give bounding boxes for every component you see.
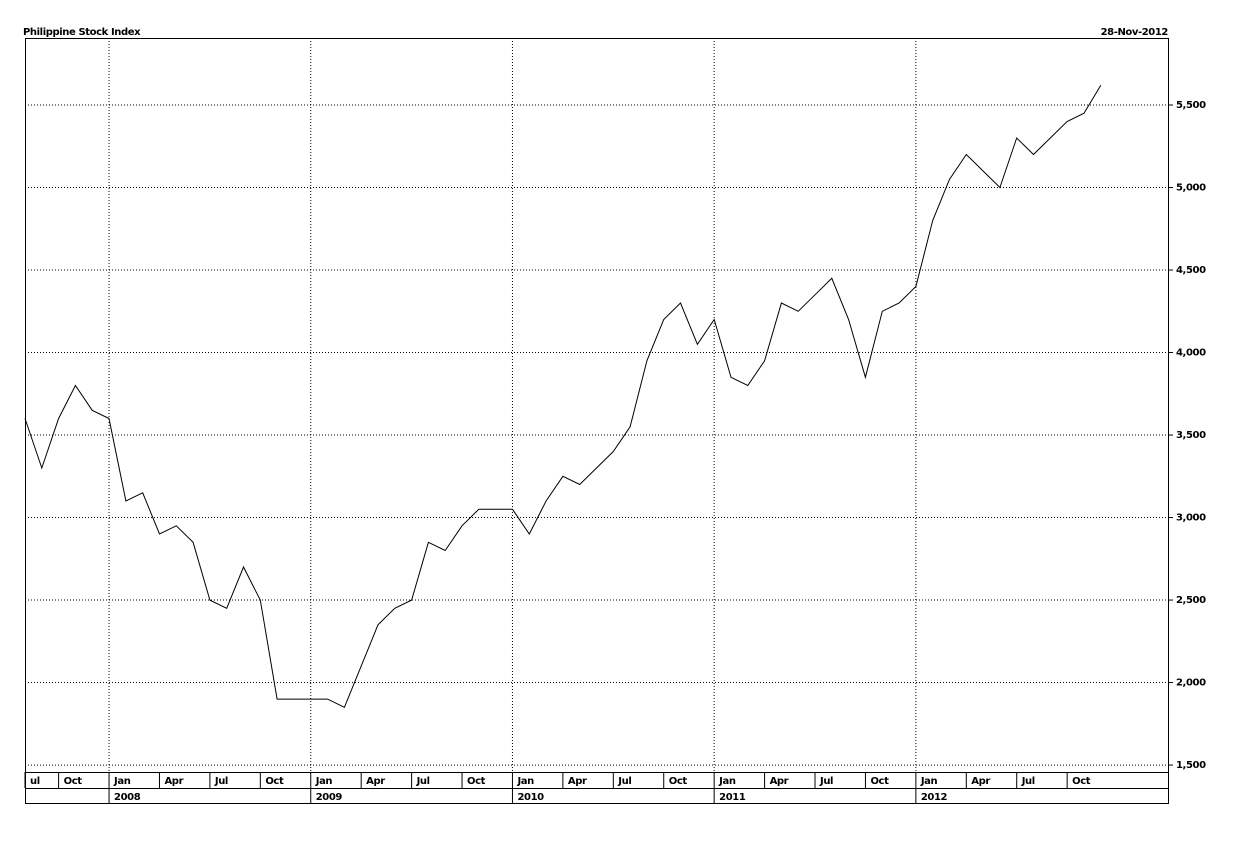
y-tick-label: 2,500 xyxy=(1176,595,1206,606)
x-tick-label: Jan xyxy=(315,776,333,787)
x-tick-label: Jul xyxy=(1021,776,1035,787)
x-tick-label: Oct xyxy=(1072,776,1091,787)
x-tick-label: Jan xyxy=(113,776,131,787)
price-line xyxy=(24,84,1102,708)
y-tick-label: 5,500 xyxy=(1176,100,1206,111)
x-tick-label: Jul xyxy=(214,776,228,787)
y-tick-label: 5,000 xyxy=(1176,183,1206,194)
x-tick-label: Jan xyxy=(920,776,938,787)
x-tick-label: Jan xyxy=(516,776,534,787)
x-tick-label: Apr xyxy=(164,776,183,787)
x-tick-label: Apr xyxy=(770,776,789,787)
chart-date: 28-Nov-2012 xyxy=(1101,27,1169,38)
y-tick-label: 3,500 xyxy=(1176,430,1206,441)
year-label: 2012 xyxy=(921,792,948,803)
year-label: 2010 xyxy=(517,792,544,803)
year-label: 2011 xyxy=(719,792,746,803)
x-tick-label: Oct xyxy=(265,776,284,787)
frame xyxy=(25,38,1169,804)
x-tick-label: Oct xyxy=(669,776,688,787)
y-tick-label: 4,000 xyxy=(1176,348,1206,359)
y-tick-label: 1,500 xyxy=(1176,760,1206,771)
y-tick-label: 2,000 xyxy=(1176,678,1206,689)
x-tick-label: Apr xyxy=(568,776,587,787)
x-tick-label: Apr xyxy=(971,776,990,787)
year-label: 2009 xyxy=(316,792,343,803)
x-tick-label: ul xyxy=(30,776,40,787)
year-label: 2008 xyxy=(114,792,141,803)
x-tick-label: Oct xyxy=(870,776,889,787)
y-tick-label: 3,000 xyxy=(1176,513,1206,524)
x-tick-label: Oct xyxy=(64,776,83,787)
x-tick-label: Jul xyxy=(819,776,833,787)
y-tick-label: 4,500 xyxy=(1176,265,1206,276)
x-tick-label: Oct xyxy=(467,776,486,787)
chart-title: Philippine Stock Index xyxy=(23,27,141,38)
x-tick-label: Jul xyxy=(617,776,631,787)
x-tick-label: Apr xyxy=(366,776,385,787)
x-tick-label: Jul xyxy=(416,776,430,787)
x-tick-label: Jan xyxy=(718,776,736,787)
